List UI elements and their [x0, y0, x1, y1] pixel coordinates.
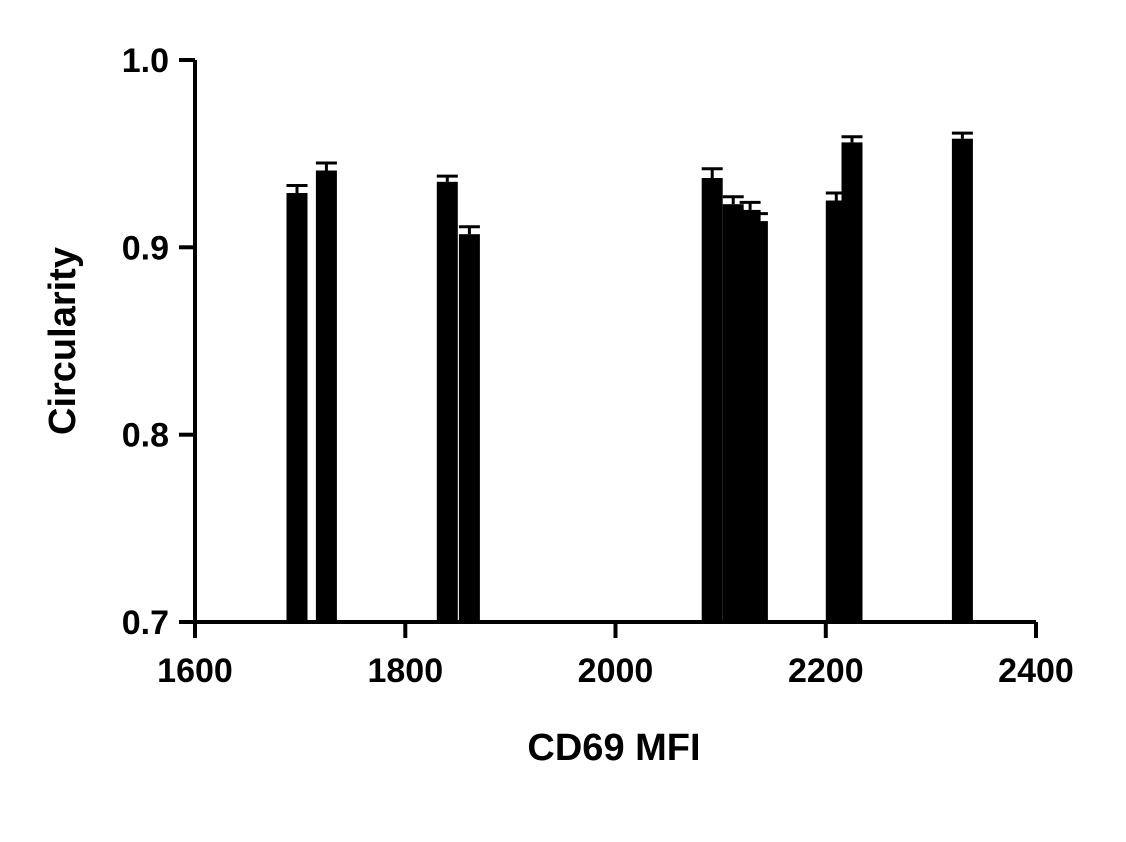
- bar: [458, 234, 480, 622]
- x-tick-label: 1800: [367, 652, 443, 690]
- bars: [286, 131, 973, 623]
- y-axis-title: Circularity: [42, 247, 84, 435]
- bar: [951, 138, 973, 622]
- bar: [841, 142, 863, 622]
- x-tick-label: 1600: [157, 652, 233, 690]
- y-tick-label: 1.0: [122, 42, 169, 80]
- x-tick-label: 2200: [788, 652, 864, 690]
- bar: [436, 181, 458, 623]
- ticks: 1600 1800 2000 2200 2400 0.7 0.8 0.9 1.0: [122, 42, 1074, 690]
- y-tick-label: 0.9: [122, 229, 169, 267]
- bar: [722, 204, 744, 622]
- x-axis-title: CD69 MFI: [527, 727, 700, 769]
- y-tick-label: 0.7: [122, 604, 169, 642]
- y-tick-label: 0.8: [122, 417, 169, 455]
- bar: [315, 170, 337, 622]
- x-tick-label: 2000: [578, 652, 654, 690]
- bar: [701, 178, 723, 622]
- bar: [746, 221, 768, 622]
- bar: [286, 193, 308, 622]
- x-tick-label: 2400: [998, 652, 1074, 690]
